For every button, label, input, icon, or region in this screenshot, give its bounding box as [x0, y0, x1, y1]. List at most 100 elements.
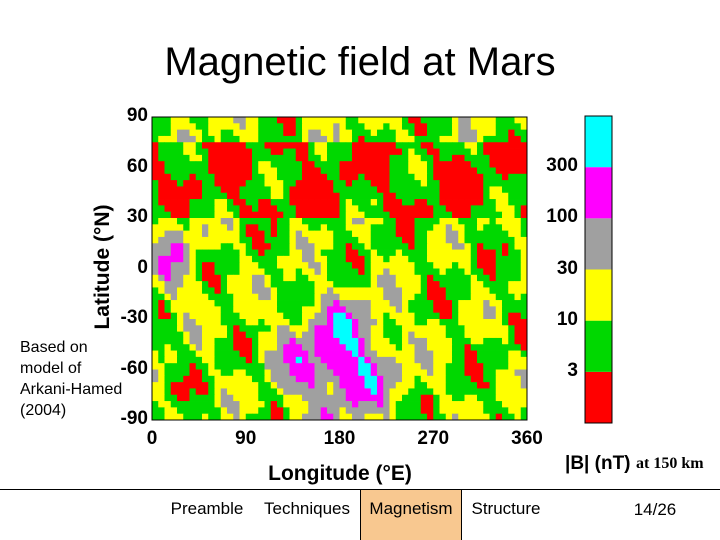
heatmap-cell — [402, 161, 409, 168]
heatmap-cell — [195, 350, 203, 358]
heatmap-cell — [227, 167, 234, 175]
heatmap-cell — [408, 375, 415, 383]
heatmap-cell — [508, 274, 515, 282]
heatmap-cell — [214, 337, 222, 345]
heatmap-cell — [227, 350, 234, 358]
heatmap-cell — [295, 161, 303, 168]
heatmap-cell — [502, 337, 509, 345]
heatmap-cell — [195, 243, 203, 250]
heatmap-cell — [377, 388, 384, 396]
heatmap-cell — [427, 142, 434, 149]
heatmap-cell — [352, 325, 359, 333]
heatmap-cell — [233, 274, 240, 282]
heatmap-cell — [483, 281, 490, 288]
heatmap-cell — [158, 293, 165, 301]
heatmap-cell — [183, 413, 190, 421]
heatmap-cell — [258, 243, 265, 250]
heatmap-cell — [420, 394, 428, 402]
heatmap-cell — [445, 243, 453, 250]
heatmap-cell — [214, 319, 222, 326]
heatmap-cell — [177, 350, 184, 358]
nav-structure[interactable]: Structure — [471, 499, 541, 518]
heatmap-cell — [314, 192, 322, 200]
heatmap-cell — [389, 382, 397, 389]
heatmap-cell — [370, 407, 378, 415]
heatmap-cell — [327, 293, 334, 301]
heatmap-cell — [152, 300, 159, 307]
heatmap-cell — [352, 218, 359, 225]
heatmap-cell — [514, 148, 522, 156]
heatmap-cell — [470, 167, 478, 175]
heatmap-cell — [333, 255, 340, 263]
heatmap-cell — [414, 142, 422, 149]
heatmap-cell — [470, 319, 478, 326]
heatmap-cell — [327, 236, 334, 244]
heatmap-cell — [320, 388, 328, 396]
heatmap-cell — [495, 255, 503, 263]
heatmap-cell — [458, 375, 465, 383]
heatmap-cell — [452, 413, 459, 421]
heatmap-cell — [264, 363, 272, 370]
heatmap-cell — [445, 255, 453, 263]
heatmap-cell — [364, 161, 372, 168]
heatmap-cell — [520, 148, 528, 156]
heatmap-cell — [183, 344, 190, 351]
heatmap-cell — [277, 243, 284, 250]
heatmap-cell — [308, 337, 315, 345]
y-tick-label: 30 — [126, 206, 148, 227]
heatmap-cell — [470, 129, 478, 137]
heatmap-cell — [470, 218, 478, 225]
heatmap-cell — [252, 135, 259, 143]
heatmap-cell — [283, 211, 290, 219]
heatmap-cell — [370, 363, 378, 370]
heatmap-cell — [345, 325, 353, 333]
heatmap-cell — [408, 243, 415, 250]
heatmap-cell — [333, 129, 340, 137]
nav-techniques[interactable]: Techniques — [263, 499, 350, 518]
heatmap-cell — [458, 331, 465, 339]
heatmap-cell — [383, 382, 390, 389]
heatmap-cell — [439, 375, 447, 383]
heatmap-cell — [308, 331, 315, 339]
heatmap-cell — [239, 274, 247, 282]
heatmap-cell — [352, 230, 359, 238]
heatmap-cell — [402, 337, 409, 345]
heatmap-cell — [433, 413, 440, 421]
heatmap-cell — [402, 224, 409, 232]
heatmap-cell — [314, 161, 322, 168]
heatmap-cell — [483, 255, 490, 263]
heatmap-cell — [439, 268, 447, 276]
heatmap-cell — [302, 249, 309, 257]
heatmap-cell — [264, 218, 272, 225]
heatmap-cell — [177, 375, 184, 383]
heatmap-cell — [214, 167, 222, 175]
heatmap-cell — [295, 375, 303, 383]
heatmap-cell — [364, 224, 372, 232]
heatmap-cell — [195, 224, 203, 232]
heatmap-cell — [314, 293, 322, 301]
heatmap-cell — [152, 344, 159, 351]
heatmap-cell — [295, 205, 303, 213]
heatmap-cell — [158, 129, 165, 137]
heatmap-cell — [252, 369, 259, 377]
heatmap-cell — [364, 293, 372, 301]
nav-preamble[interactable]: Preamble — [170, 499, 244, 518]
heatmap-cell — [427, 369, 434, 377]
heatmap-cell — [152, 401, 159, 408]
nav-magnetism[interactable]: Magnetism — [360, 490, 462, 540]
heatmap-cell — [152, 249, 159, 257]
heatmap-cell — [445, 192, 453, 200]
heatmap-cell — [295, 135, 303, 143]
heatmap-cell — [295, 117, 303, 124]
heatmap-cell — [358, 224, 365, 232]
heatmap-cell — [333, 337, 340, 345]
heatmap-cell — [202, 306, 209, 314]
heatmap-cell — [433, 369, 440, 377]
heatmap-cell — [283, 375, 290, 383]
heatmap-cell — [427, 249, 434, 257]
heatmap-cell — [333, 249, 340, 257]
heatmap-cell — [239, 211, 247, 219]
heatmap-cell — [458, 319, 465, 326]
heatmap-cell — [514, 337, 522, 345]
heatmap-cell — [495, 180, 503, 187]
